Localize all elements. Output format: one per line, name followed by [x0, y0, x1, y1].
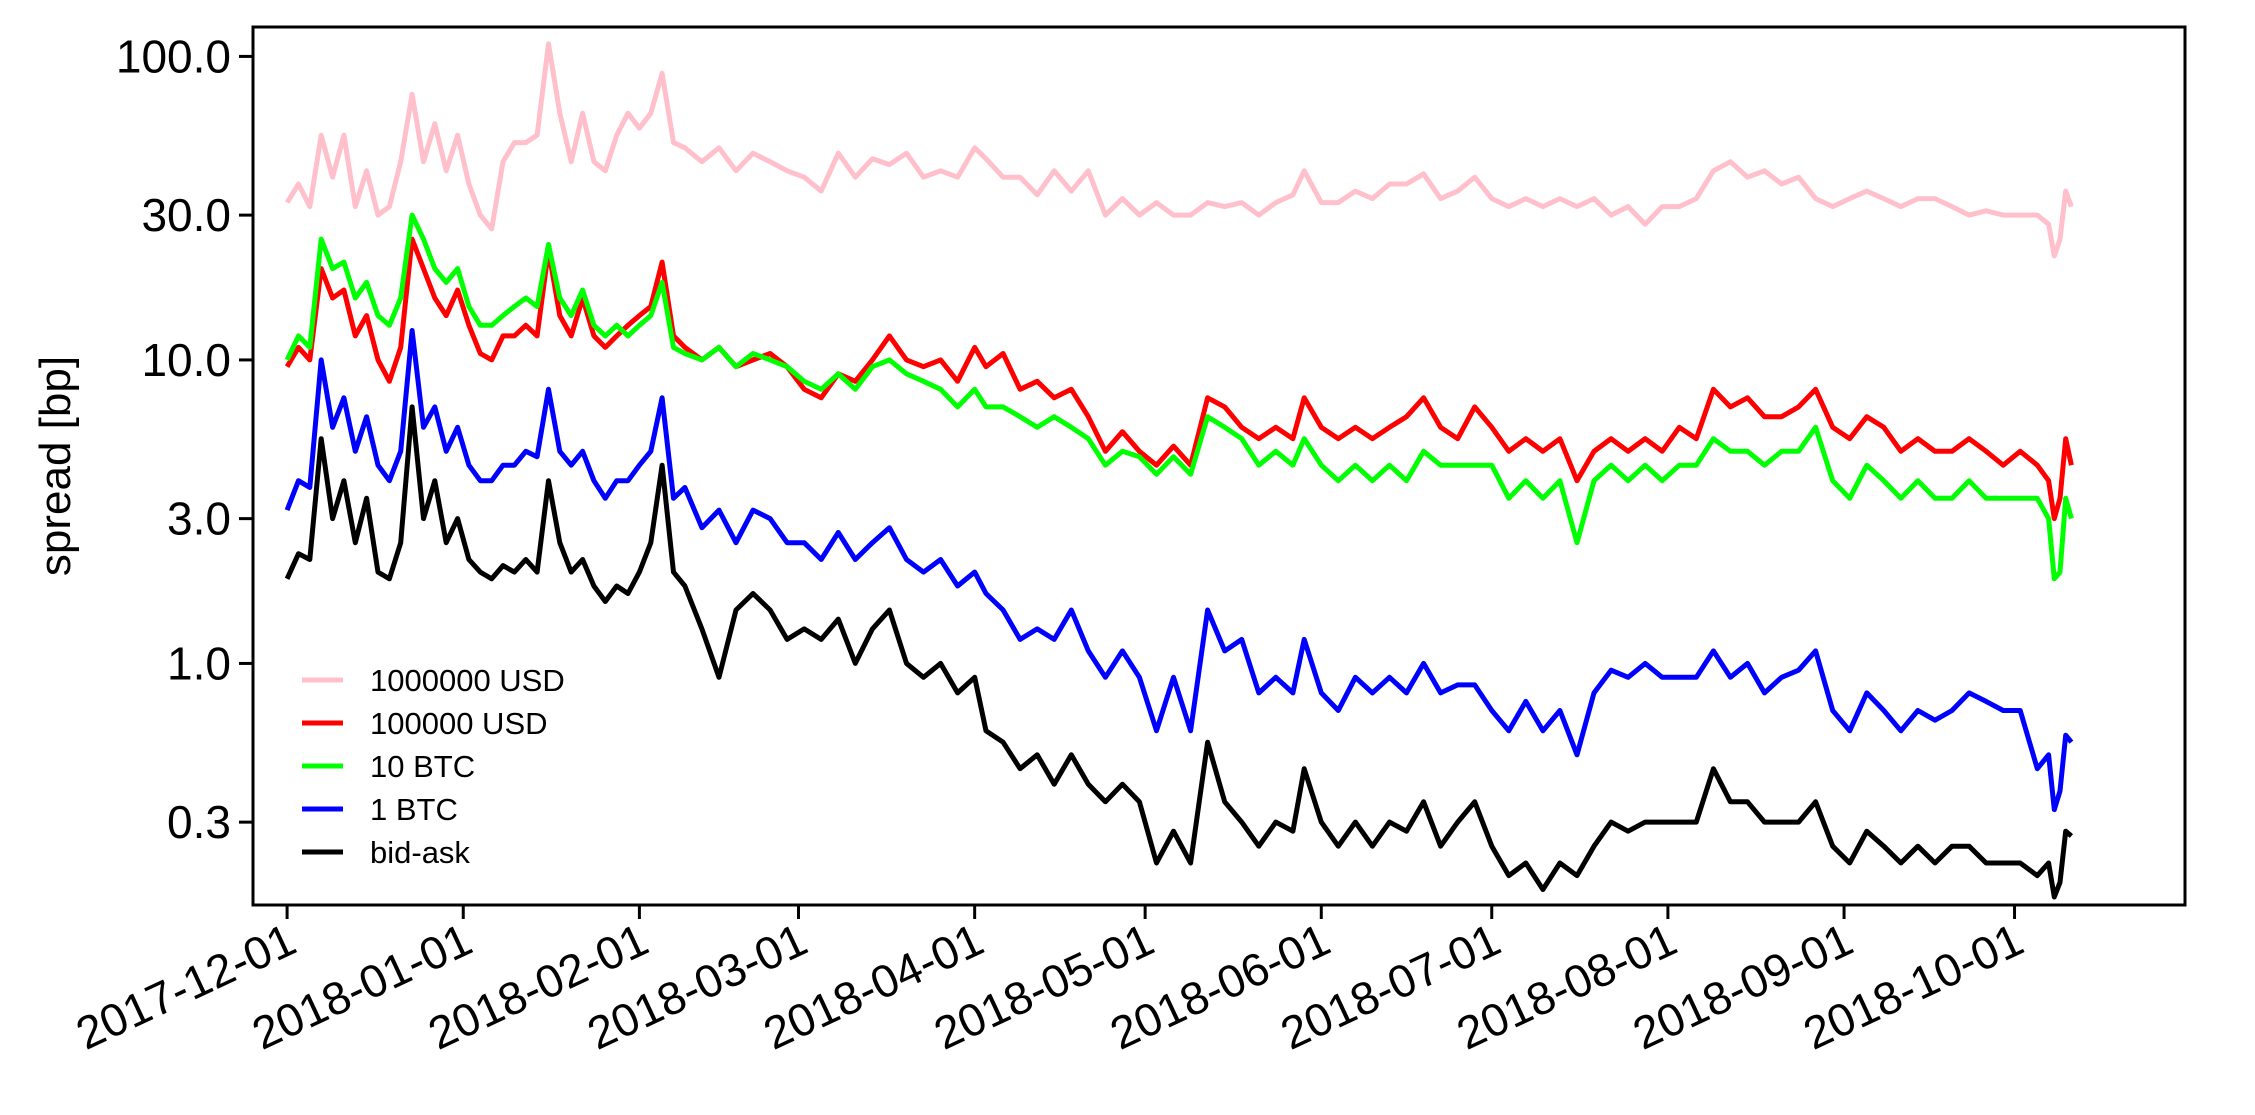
y-axis: 100.0 30.0 10.0 3.0 1.0 0.3: [116, 30, 253, 848]
series-line-1: [284, 236, 2074, 522]
legend-label: 100000 USD: [370, 706, 548, 741]
y-tick-label: 1.0: [167, 637, 231, 689]
x-axis: 2017-12-012018-01-012018-02-012018-03-01…: [68, 905, 2031, 1060]
series-line-0: [284, 41, 2074, 259]
legend-label: 1 BTC: [370, 792, 458, 827]
legend: 1000000 USD 100000 USD 10 BTC 1 BTC bid-ask: [302, 663, 565, 870]
series-line-3: [284, 328, 2074, 813]
series-line-2: [284, 212, 2074, 582]
legend-label: 10 BTC: [370, 749, 475, 784]
y-tick-label: 0.3: [167, 796, 231, 848]
y-tick-label: 3.0: [167, 493, 231, 545]
series-layer: [284, 41, 2074, 900]
legend-label: 1000000 USD: [370, 663, 565, 698]
y-tick-label: 10.0: [141, 334, 231, 386]
series-line-4: [284, 404, 2074, 900]
y-tick-label: 100.0: [116, 30, 231, 82]
plot-frame: [251, 25, 2187, 907]
y-axis-label: spread [bp]: [31, 356, 80, 576]
y-tick-label: 30.0: [141, 189, 231, 241]
legend-label: bid-ask: [370, 835, 470, 870]
